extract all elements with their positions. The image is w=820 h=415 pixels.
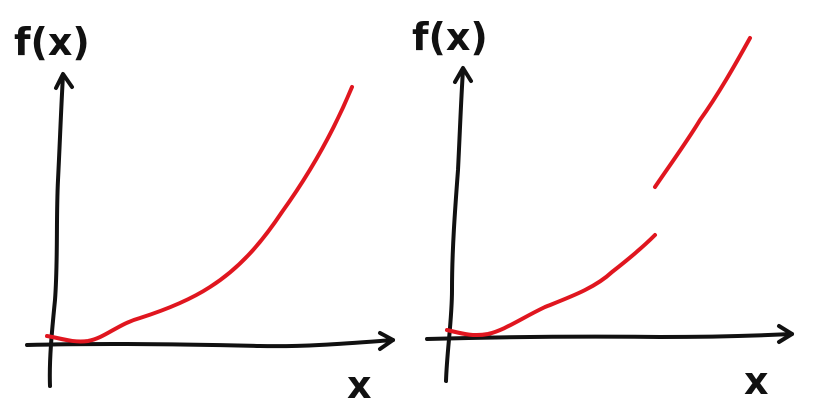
- right-curve-lower-segment: [445, 233, 657, 338]
- right-x-axis-label: x: [744, 359, 769, 403]
- left-y-axis-label: f(x): [14, 20, 90, 64]
- right-y-axis-label: f(x): [412, 15, 488, 59]
- right-y-axis-arrowhead: [453, 66, 473, 84]
- left-x-axis: [25, 338, 395, 349]
- panel-right: f(x) x: [412, 15, 794, 403]
- right-x-axis-arrowhead: [777, 324, 794, 344]
- left-x-axis-label: x: [347, 363, 372, 407]
- left-y-axis: [47, 73, 65, 388]
- left-continuous-curve: [45, 85, 354, 344]
- right-x-axis: [425, 332, 794, 341]
- panel-left: f(x) x: [14, 20, 395, 407]
- right-curve-upper-segment: [653, 36, 752, 189]
- left-y-axis-arrowhead: [54, 72, 74, 90]
- left-x-axis-arrowhead: [378, 331, 395, 351]
